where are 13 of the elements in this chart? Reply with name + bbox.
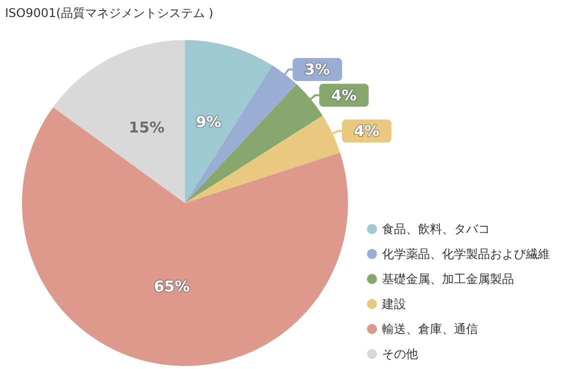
data-label: 15% [128, 118, 165, 137]
data-label: 3% [304, 60, 330, 78]
legend-label: 建設 [381, 297, 406, 311]
data-label: 65% [154, 277, 190, 296]
chart-title: ISO9001(品質マネジメントシステム ) [5, 6, 214, 20]
legend-label: 基礎金属、加工金属製品 [382, 272, 514, 286]
legend-label: その他 [382, 347, 418, 361]
data-label: 4% [331, 86, 357, 104]
data-label: 4% [354, 122, 380, 140]
legend-label: 化学薬品、化学製品および繊維 [382, 247, 550, 261]
data-label: 9% [196, 112, 222, 131]
legend-label: 輸送、倉庫、通信 [382, 322, 478, 336]
legend-label: 食品、飲料、タバコ [382, 222, 490, 236]
